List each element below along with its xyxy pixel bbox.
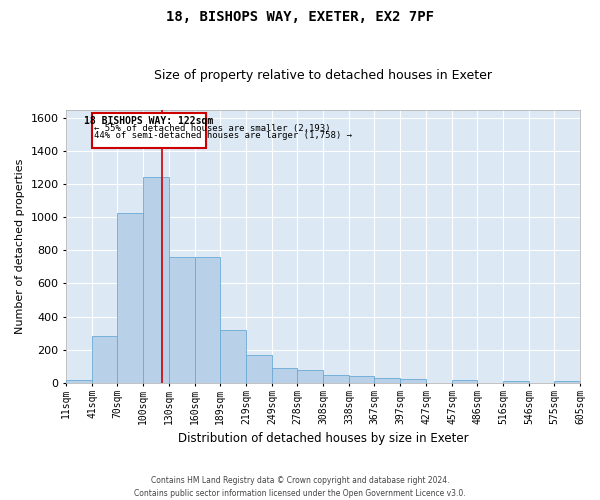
Bar [452, 380, 477, 383]
Bar [92, 113, 206, 148]
Bar [349, 376, 374, 383]
Bar [323, 374, 349, 383]
Bar [272, 368, 297, 383]
Bar [246, 354, 272, 383]
Bar [92, 336, 118, 383]
Bar [118, 213, 143, 383]
Bar [67, 380, 92, 383]
Text: 18, BISHOPS WAY, EXETER, EX2 7PF: 18, BISHOPS WAY, EXETER, EX2 7PF [166, 10, 434, 24]
Text: ← 55% of detached houses are smaller (2,193): ← 55% of detached houses are smaller (2,… [94, 124, 331, 134]
Text: 44% of semi-detached houses are larger (1,758) →: 44% of semi-detached houses are larger (… [94, 131, 352, 140]
Bar [503, 381, 529, 383]
Bar [143, 178, 169, 383]
Bar [400, 378, 426, 383]
Bar [374, 378, 400, 383]
X-axis label: Distribution of detached houses by size in Exeter: Distribution of detached houses by size … [178, 432, 469, 445]
Text: Contains HM Land Registry data © Crown copyright and database right 2024.
Contai: Contains HM Land Registry data © Crown c… [134, 476, 466, 498]
Y-axis label: Number of detached properties: Number of detached properties [15, 158, 25, 334]
Bar [554, 381, 580, 383]
Bar [297, 370, 323, 383]
Title: Size of property relative to detached houses in Exeter: Size of property relative to detached ho… [154, 69, 492, 82]
Text: 18 BISHOPS WAY: 122sqm: 18 BISHOPS WAY: 122sqm [84, 116, 214, 126]
Bar [220, 330, 246, 383]
Bar [169, 257, 195, 383]
Bar [195, 257, 220, 383]
